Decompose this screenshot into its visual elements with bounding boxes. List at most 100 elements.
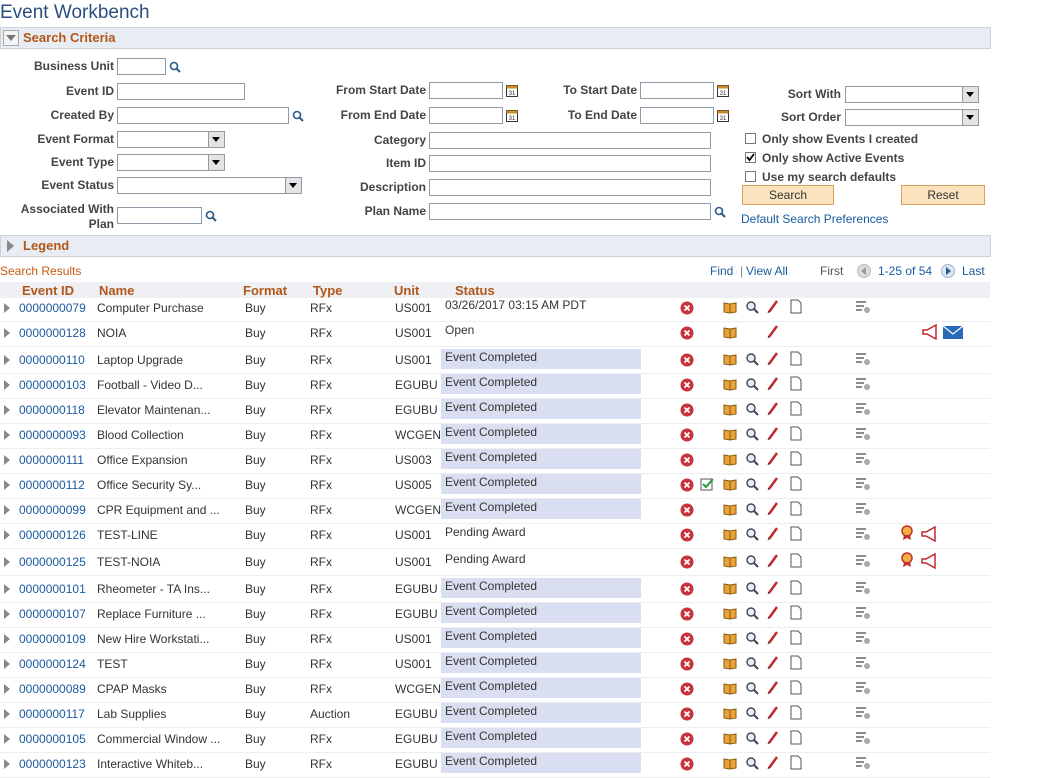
edit-icon[interactable] (766, 299, 780, 314)
text-input[interactable] (429, 82, 503, 99)
dropdown-button[interactable] (962, 110, 978, 125)
document-icon[interactable] (789, 755, 803, 770)
view-icon[interactable] (723, 325, 737, 340)
lookup-icon[interactable] (292, 110, 304, 122)
analyze-icon[interactable] (855, 630, 871, 645)
document-icon[interactable] (789, 351, 803, 366)
column-header[interactable]: Unit (394, 283, 420, 298)
analyze-icon[interactable] (855, 680, 871, 695)
document-icon[interactable] (789, 476, 803, 491)
inquiry-icon[interactable] (745, 656, 759, 671)
expand-icon[interactable] (4, 609, 12, 621)
analyze-icon[interactable] (855, 755, 871, 770)
analyze-icon[interactable] (855, 553, 871, 568)
approve-icon[interactable] (700, 477, 714, 492)
inquiry-icon[interactable] (745, 706, 759, 721)
legend-bar[interactable]: Legend (0, 235, 991, 257)
first-link[interactable]: First (820, 264, 844, 278)
view-icon[interactable] (723, 527, 737, 542)
inquiry-icon[interactable] (745, 527, 759, 542)
delete-icon[interactable] (680, 732, 694, 746)
prev-button[interactable] (857, 264, 871, 278)
edit-icon[interactable] (766, 630, 780, 645)
delete-icon[interactable] (680, 707, 694, 721)
dropdown[interactable] (117, 177, 302, 194)
document-icon[interactable] (789, 401, 803, 416)
dropdown-button[interactable] (208, 155, 224, 170)
text-input[interactable] (640, 82, 714, 99)
find-link[interactable]: Find (710, 264, 734, 278)
delete-icon[interactable] (680, 478, 694, 492)
reset-button[interactable]: Reset (901, 185, 985, 205)
document-icon[interactable] (789, 376, 803, 391)
analyze-icon[interactable] (855, 351, 871, 366)
delete-icon[interactable] (680, 403, 694, 417)
document-icon[interactable] (789, 605, 803, 620)
event-id[interactable]: 0000000109 (19, 632, 86, 646)
last-link[interactable]: Last (962, 264, 985, 278)
inquiry-icon[interactable] (745, 681, 759, 696)
edit-icon[interactable] (766, 655, 780, 670)
expand-icon[interactable] (4, 557, 12, 569)
column-header[interactable]: Type (313, 283, 343, 298)
view-icon[interactable] (723, 477, 737, 492)
inquiry-icon[interactable] (745, 477, 759, 492)
delete-icon[interactable] (680, 607, 694, 621)
inquiry-icon[interactable] (745, 502, 759, 517)
notify-icon[interactable] (920, 553, 936, 569)
text-input[interactable] (117, 83, 245, 100)
inquiry-icon[interactable] (745, 427, 759, 442)
text-input[interactable] (429, 107, 503, 124)
award-icon[interactable] (900, 552, 914, 568)
delete-icon[interactable] (680, 453, 694, 467)
delete-icon[interactable] (680, 632, 694, 646)
analyze-icon[interactable] (855, 376, 871, 391)
inquiry-icon[interactable] (745, 452, 759, 467)
calendar-icon[interactable]: 31 (506, 109, 518, 122)
checkbox[interactable] (745, 152, 756, 163)
analyze-icon[interactable] (855, 426, 871, 441)
expand-icon[interactable] (4, 759, 12, 771)
legend-heading[interactable]: Legend (23, 238, 70, 253)
edit-icon[interactable] (766, 755, 780, 770)
event-id[interactable]: 0000000118 (19, 403, 85, 417)
document-icon[interactable] (789, 730, 803, 745)
view-all-link[interactable]: View All (746, 264, 788, 278)
delete-icon[interactable] (680, 428, 694, 442)
event-id[interactable]: 0000000124 (19, 657, 86, 671)
edit-icon[interactable] (766, 730, 780, 745)
inquiry-icon[interactable] (745, 756, 759, 771)
edit-icon[interactable] (766, 705, 780, 720)
delete-icon[interactable] (680, 682, 694, 696)
expand-icon[interactable] (4, 505, 12, 517)
event-id[interactable]: 0000000093 (19, 428, 86, 442)
delete-icon[interactable] (680, 657, 694, 671)
event-id[interactable]: 0000000125 (19, 555, 86, 569)
inquiry-icon[interactable] (745, 554, 759, 569)
section-heading[interactable]: Search Criteria (23, 30, 116, 45)
view-icon[interactable] (723, 377, 737, 392)
event-id[interactable]: 0000000079 (19, 301, 86, 315)
lookup-icon[interactable] (205, 210, 217, 222)
view-icon[interactable] (723, 706, 737, 721)
document-icon[interactable] (789, 655, 803, 670)
edit-icon[interactable] (766, 680, 780, 695)
view-icon[interactable] (723, 631, 737, 646)
expand-icon[interactable] (4, 455, 12, 467)
analyze-icon[interactable] (855, 299, 871, 314)
lookup-icon[interactable] (169, 61, 181, 73)
text-input[interactable] (429, 155, 711, 172)
document-icon[interactable] (789, 426, 803, 441)
delete-icon[interactable] (680, 503, 694, 517)
expand-icon[interactable] (4, 530, 12, 542)
column-header[interactable]: Status (455, 283, 495, 298)
event-id[interactable]: 0000000126 (19, 528, 86, 542)
delete-icon[interactable] (680, 353, 694, 367)
view-icon[interactable] (723, 554, 737, 569)
expand-icon[interactable] (4, 355, 12, 367)
document-icon[interactable] (789, 705, 803, 720)
delete-icon[interactable] (680, 757, 694, 771)
delete-icon[interactable] (680, 326, 694, 340)
document-icon[interactable] (789, 501, 803, 516)
event-id[interactable]: 0000000107 (19, 607, 86, 621)
